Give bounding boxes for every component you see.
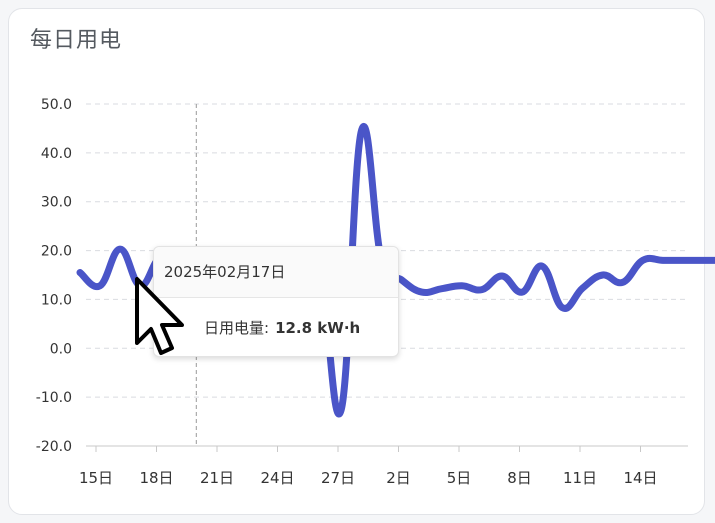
tooltip-value-row: 日用电量: 12.8 kW·h <box>204 317 360 338</box>
y-tick-label: 50.0 <box>41 97 72 113</box>
x-tick-label: 2日 <box>386 469 411 487</box>
tooltip-value: 12.8 kW·h <box>275 319 361 337</box>
y-tick-label: 40.0 <box>41 146 72 162</box>
x-tick-label: 24日 <box>260 469 294 487</box>
y-tick-label: -20.0 <box>36 439 72 455</box>
x-axis: 15日 18日 21日 24日 27日 2日 5日 8日 11日 14日 <box>79 445 688 487</box>
x-tick-label: 5日 <box>447 469 472 487</box>
x-tick-label: 15日 <box>79 469 113 487</box>
y-tick-label: 20.0 <box>41 244 72 260</box>
tooltip-date: 2025年02月17日 <box>154 247 398 298</box>
chart-tooltip: 2025年02月17日 日用电量: 12.8 kW·h <box>153 246 399 357</box>
mouse-pointer-icon <box>135 277 184 355</box>
x-tick-label: 27日 <box>321 469 355 487</box>
x-tick-label: 21日 <box>200 469 234 487</box>
y-tick-label: -10.0 <box>36 390 72 406</box>
x-tick-label: 14日 <box>623 469 657 487</box>
y-tick-label: 0.0 <box>50 341 72 357</box>
y-tick-label: 10.0 <box>41 292 72 308</box>
tooltip-series-label: 日用电量: <box>204 319 270 337</box>
x-tick-label: 8日 <box>507 469 532 487</box>
y-axis: 50.0 40.0 30.0 20.0 10.0 0.0 -10.0 -20.0 <box>36 97 72 455</box>
x-tick-label: 18日 <box>139 469 173 487</box>
y-tick-label: 30.0 <box>41 195 72 211</box>
card-title: 每日用电 <box>30 28 123 53</box>
x-tick-label: 11日 <box>563 469 597 487</box>
